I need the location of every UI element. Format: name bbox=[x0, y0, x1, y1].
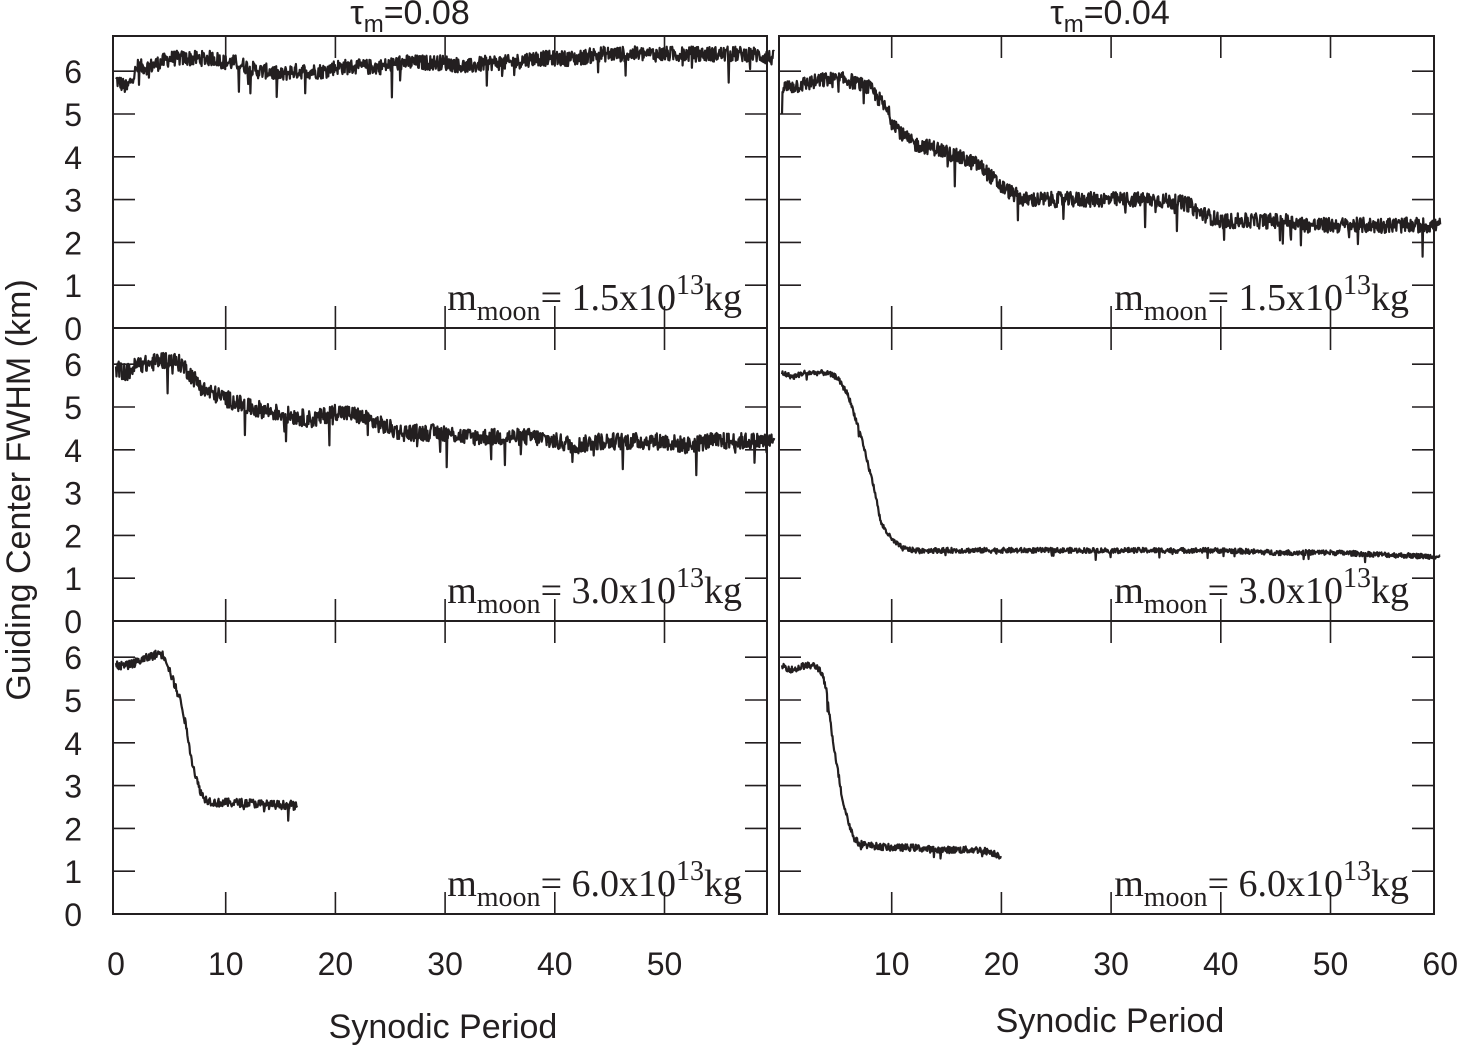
x-axis-label-left: Synodic Period bbox=[329, 1008, 558, 1046]
mass-annotation: mmoon= 6.0x1013kg bbox=[447, 856, 742, 913]
y-tick-label: 5 bbox=[64, 390, 82, 426]
data-series-line bbox=[115, 45, 775, 99]
y-tick-label: 0 bbox=[64, 311, 82, 347]
panel-0.08-6.0: 0 1 2 3 4 5 6 0 10 20 30 40 50 mmoon= 6.0x1013kg bbox=[64, 620, 768, 982]
data-series-line bbox=[780, 369, 1441, 564]
y-tick-label: 4 bbox=[64, 140, 82, 176]
panel-0.04-1.5: mmoon= 1.5x1013kg bbox=[778, 35, 1442, 329]
y-tick-label: 0 bbox=[64, 897, 82, 933]
data-series-line bbox=[780, 71, 1442, 258]
y-tick-label: 1 bbox=[64, 561, 82, 597]
x-tick-label: 40 bbox=[537, 946, 573, 982]
x-tick-label: 0 bbox=[107, 946, 125, 982]
column-title-left: τm=0.08 bbox=[350, 0, 469, 38]
y-tick-label: 3 bbox=[64, 183, 82, 219]
y-tick-label: 3 bbox=[64, 476, 82, 512]
y-tick-label: 4 bbox=[64, 433, 82, 469]
y-tick-label: 2 bbox=[64, 811, 82, 847]
y-tick-label: 2 bbox=[64, 518, 82, 554]
y-tick-label: 2 bbox=[64, 225, 82, 261]
data-series-line bbox=[780, 661, 1002, 860]
x-tick-label: 10 bbox=[208, 946, 244, 982]
panel-0.08-3.0: 0 1 2 3 4 5 6 mmoon= 3.0x1013kg bbox=[64, 327, 776, 640]
y-tick-label: 1 bbox=[64, 268, 82, 304]
column-title-right: τm=0.04 bbox=[1050, 0, 1169, 38]
y-tick-label: 6 bbox=[64, 640, 82, 676]
y-tick-label: 3 bbox=[64, 769, 82, 805]
panel-0.04-6.0: 10 20 30 40 50 60 mmoon= 6.0x1013kg bbox=[778, 620, 1458, 982]
x-tick-label: 30 bbox=[1093, 946, 1129, 982]
y-tick-label: 0 bbox=[64, 604, 82, 640]
mass-annotation: mmoon= 1.5x1013kg bbox=[447, 270, 742, 327]
data-series-line bbox=[114, 649, 299, 822]
y-tick-label: 6 bbox=[64, 347, 82, 383]
x-tick-label: 60 bbox=[1422, 946, 1458, 982]
x-tick-label: 10 bbox=[874, 946, 910, 982]
mass-annotation: mmoon= 6.0x1013kg bbox=[1114, 856, 1409, 913]
x-tick-label: 30 bbox=[427, 946, 463, 982]
x-axis-label-right: Synodic Period bbox=[996, 1002, 1225, 1040]
data-series-line bbox=[114, 351, 776, 477]
y-tick-label: 1 bbox=[64, 854, 82, 890]
y-axis-label: Guiding Center FWHM (km) bbox=[0, 279, 38, 700]
y-tick-label: 5 bbox=[64, 97, 82, 133]
x-tick-label: 50 bbox=[1313, 946, 1349, 982]
mass-annotation: mmoon= 3.0x1013kg bbox=[1114, 563, 1409, 620]
panel-frame bbox=[112, 620, 768, 915]
x-tick-label: 50 bbox=[647, 946, 683, 982]
mass-annotation: mmoon= 3.0x1013kg bbox=[447, 563, 742, 620]
x-tick-label: 20 bbox=[984, 946, 1020, 982]
panel-0.08-1.5: 0 1 2 3 4 5 6 mmoon= 1.5x1013kg bbox=[64, 35, 775, 347]
mass-annotation: mmoon= 1.5x1013kg bbox=[1114, 270, 1409, 327]
y-tick-label: 5 bbox=[64, 683, 82, 719]
y-tick-label: 6 bbox=[64, 54, 82, 90]
x-tick-label: 40 bbox=[1203, 946, 1239, 982]
panel-0.04-3.0: mmoon= 3.0x1013kg bbox=[778, 327, 1441, 622]
panels: 0 1 2 3 4 5 6 mmoon= 1.5x1013kg mmoon= 1.5x1013k… bbox=[64, 35, 1458, 982]
x-tick-label: 20 bbox=[318, 946, 354, 982]
y-tick-label: 4 bbox=[64, 726, 82, 762]
panel-frame bbox=[778, 620, 1435, 915]
